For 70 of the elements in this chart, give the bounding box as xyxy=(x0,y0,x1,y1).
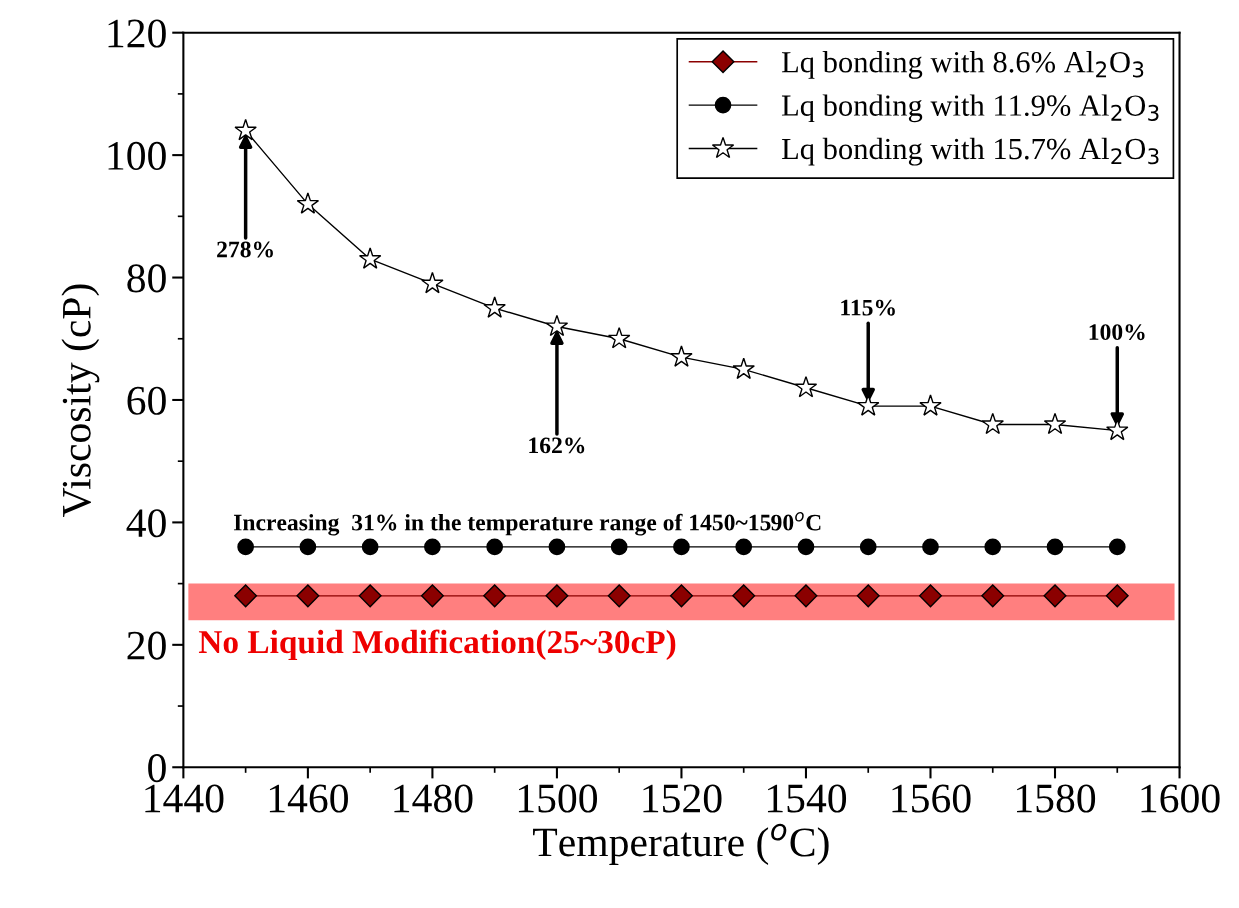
annotation: 100% xyxy=(1089,324,1145,341)
point xyxy=(486,538,504,556)
x-tick-label: 1460 xyxy=(269,784,348,813)
point xyxy=(981,412,1005,435)
y-tick-label: 0 xyxy=(148,754,166,783)
point xyxy=(673,538,690,556)
point xyxy=(1046,538,1064,556)
y-axis-title: Viscosity (cP) xyxy=(61,284,100,517)
point xyxy=(919,394,942,416)
point xyxy=(299,538,317,556)
point xyxy=(234,584,258,608)
point xyxy=(234,118,257,141)
point xyxy=(732,357,755,380)
x-tick-label: 1480 xyxy=(394,784,473,813)
point xyxy=(1043,412,1067,435)
point xyxy=(1105,584,1129,608)
legend-label: Lq bonding with 15.7% Al$_{2}$O$_{3}$ xyxy=(781,137,1159,166)
x-tick-label: 1580 xyxy=(1017,784,1096,813)
annotation: Increasing 31% in the temperature range of 1450~1590$^{o}$C xyxy=(233,512,821,536)
x-tick-label: 1440 xyxy=(145,784,224,813)
point xyxy=(981,584,1005,608)
point xyxy=(548,538,566,556)
point xyxy=(483,584,507,608)
point xyxy=(483,296,506,318)
point xyxy=(420,584,444,608)
x-axis-title: Temperature ($^{o}$C) xyxy=(533,823,829,865)
point xyxy=(794,584,818,608)
point xyxy=(421,271,444,294)
point xyxy=(607,326,631,349)
point xyxy=(607,584,631,608)
y-tick-label: 100 xyxy=(108,141,166,170)
point xyxy=(296,584,320,608)
point xyxy=(918,584,942,608)
y-tick-label: 20 xyxy=(127,631,166,660)
point xyxy=(735,538,753,556)
point xyxy=(922,538,939,556)
annotation: 115% xyxy=(841,299,895,316)
point xyxy=(545,314,569,337)
x-tick-label: 1560 xyxy=(892,784,971,813)
point xyxy=(424,538,441,556)
x-tick-label: 1520 xyxy=(643,784,722,813)
y-tick-label: 40 xyxy=(126,509,166,538)
point xyxy=(669,584,693,608)
point xyxy=(797,538,815,556)
y-tick-label: 80 xyxy=(127,264,166,293)
point xyxy=(984,538,1002,556)
annotation: 162% xyxy=(529,437,585,454)
point xyxy=(361,538,379,556)
point xyxy=(1108,538,1126,556)
x-tick-label: 1600 xyxy=(1141,784,1220,813)
y-tick-label: 120 xyxy=(108,19,166,48)
point xyxy=(610,538,628,556)
x-tick-label: 1500 xyxy=(518,784,598,813)
point xyxy=(358,247,382,269)
point xyxy=(859,538,877,556)
point xyxy=(296,192,320,214)
point xyxy=(237,538,254,556)
legend-label: Lq bonding with 11.9% Al$_{2}$O$_{3}$ xyxy=(781,94,1159,123)
point xyxy=(670,345,693,367)
point xyxy=(545,584,569,608)
annotation: 278% xyxy=(217,241,273,258)
point xyxy=(732,584,756,608)
legend-label: Lq bonding with 8.6% Al$_{2}$O$_{3}$ xyxy=(781,51,1144,79)
band-label: No Liquid Modification(25~30cP) xyxy=(198,629,676,661)
point xyxy=(794,375,818,398)
y-tick-label: 60 xyxy=(127,386,166,415)
point xyxy=(358,584,382,608)
x-tick-label: 1540 xyxy=(767,784,847,813)
point xyxy=(856,584,880,608)
point xyxy=(1043,584,1067,608)
